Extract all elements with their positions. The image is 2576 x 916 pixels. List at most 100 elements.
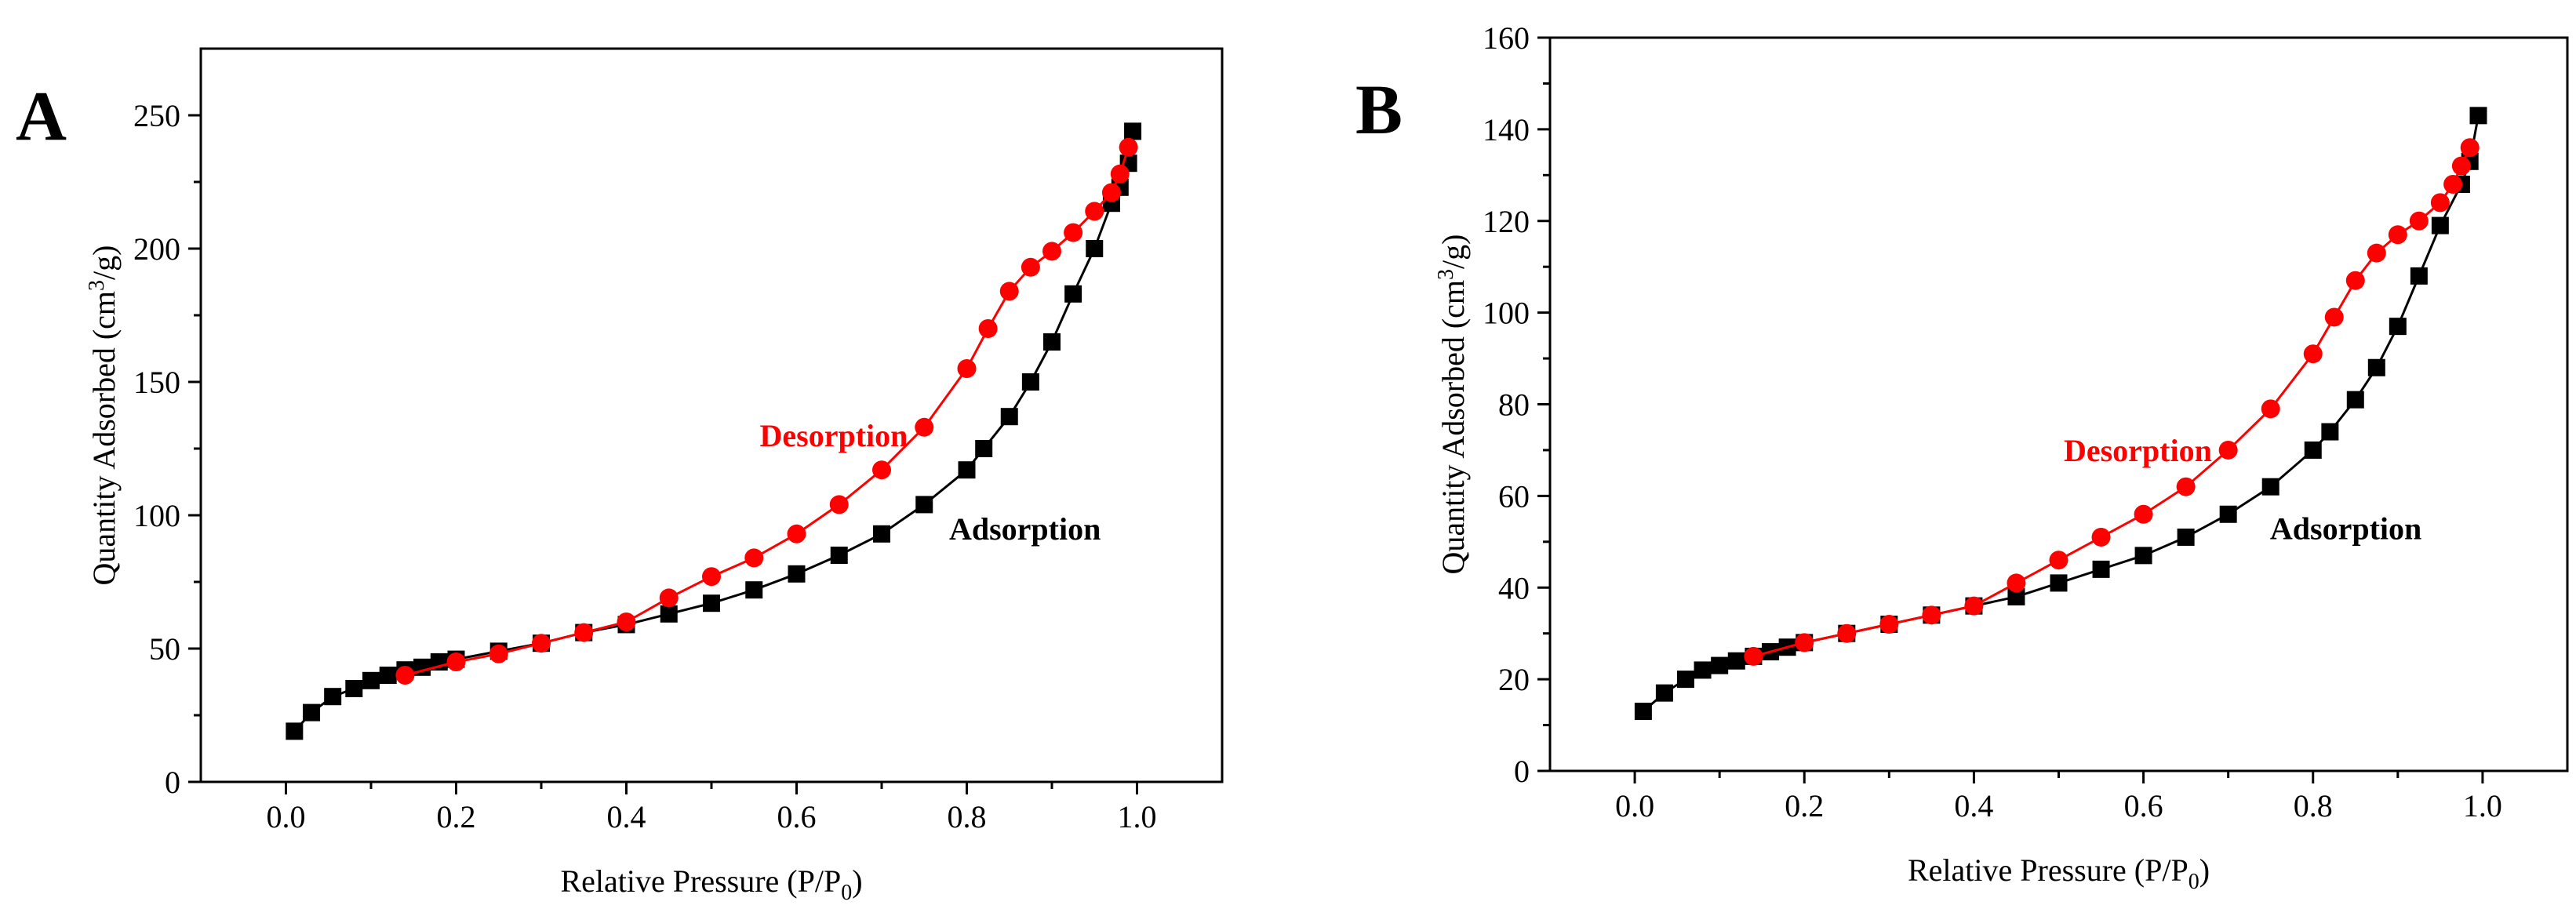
panel-b-desorption-label: Desorption bbox=[2064, 433, 2212, 468]
panel-a-adsorption-point bbox=[703, 594, 720, 612]
panel-b-y-tick-label: 160 bbox=[1483, 20, 1530, 56]
panel-a-desorption-point bbox=[744, 548, 764, 568]
panel-b-desorption-point bbox=[1922, 605, 1941, 625]
panel-b-x-tick-label: 0.0 bbox=[1615, 788, 1654, 823]
panel-b-adsorption-point bbox=[1727, 652, 1745, 670]
panel-a-y-tick-label: 200 bbox=[133, 231, 180, 267]
panel-b-adsorption-label: Adsorption bbox=[2270, 511, 2421, 546]
panel-a-adsorption-point bbox=[660, 605, 678, 623]
panel-a-adsorption-point bbox=[958, 461, 976, 479]
panel-b-desorption-point bbox=[2091, 527, 2111, 547]
panel-a-desorption-point bbox=[489, 644, 508, 663]
panel-b-adsorption-point bbox=[2389, 318, 2407, 336]
panel-b-adsorption-point bbox=[2177, 528, 2195, 546]
panel-a-adsorption-point bbox=[324, 688, 342, 706]
panel-a-desorption-point bbox=[702, 567, 721, 587]
panel-b-x-axis-title: Relative Pressure (P/P0) bbox=[1908, 852, 2210, 894]
panel-a-x-tick-label: 0.4 bbox=[607, 799, 646, 834]
panel-b-desorption-point bbox=[2388, 225, 2407, 245]
panel-a-desorption-point bbox=[978, 319, 998, 338]
panel-b-desorption-point bbox=[1879, 615, 1899, 634]
panel-a-x-tick-label: 0.6 bbox=[777, 799, 817, 834]
panel-b-adsorption-point bbox=[2050, 574, 2068, 592]
panel-a-desorption-label: Desorption bbox=[760, 418, 908, 453]
panel-b-x-tick-label: 0.4 bbox=[1954, 788, 1993, 823]
panel-b-y-tick-label: 80 bbox=[1498, 387, 1530, 423]
panel-a-y-tick-label: 0 bbox=[165, 765, 180, 800]
panel-b-desorption-point bbox=[2460, 138, 2480, 158]
panel-a-adsorption-point bbox=[1021, 373, 1039, 391]
panel-a-desorption-point bbox=[1085, 202, 1104, 221]
panel-a-chart: A 0.0 0.2 0.4 0.6 0.8 1.0 0 50 100 150 200 250 Relati… bbox=[16, 47, 1224, 905]
panel-a-x-tick-label: 0.0 bbox=[267, 799, 306, 834]
panel-b-x-tick-label: 1.0 bbox=[2463, 788, 2502, 823]
panel-a-desorption-point bbox=[1101, 183, 1121, 202]
panel-b-adsorption-point bbox=[2134, 547, 2152, 565]
panel-b-y-tick-label: 140 bbox=[1483, 112, 1530, 147]
panel-b-adsorption-point bbox=[2431, 216, 2449, 234]
panel-b-desorption-point bbox=[2007, 573, 2026, 593]
panel-a-adsorption-point bbox=[379, 667, 397, 684]
panel-b-desorption-point bbox=[2443, 175, 2463, 194]
panel-a-adsorption-point bbox=[788, 565, 806, 583]
panel-a-x-tick-label: 1.0 bbox=[1118, 799, 1157, 834]
panel-b-adsorption-point bbox=[2321, 423, 2339, 441]
panel-b-desorption-point bbox=[1795, 633, 1814, 652]
panel-a-adsorption-point bbox=[873, 525, 890, 543]
panel-a-adsorption-point bbox=[286, 722, 304, 740]
panel-a-desorption-point bbox=[1119, 137, 1138, 157]
panel-a-y-axis-title: Quantity Adsorbed (cm3/g) bbox=[85, 245, 122, 586]
panel-b-desorption-point bbox=[2261, 399, 2280, 419]
panel-a-adsorption-point bbox=[345, 680, 363, 697]
panel-b-y-axis-title: Quantity Adsorbed (cm3/g) bbox=[1434, 234, 1471, 575]
panel-b-adsorption-point bbox=[1634, 703, 1652, 721]
panel-b-desorption-point bbox=[2345, 271, 2365, 290]
panel-a-adsorption-point bbox=[1124, 122, 1142, 140]
panel-a-adsorption-label: Adsorption bbox=[949, 511, 1101, 547]
panel-a-adsorption-point bbox=[1000, 408, 1018, 426]
panel-a-desorption-line bbox=[405, 147, 1130, 677]
panel-a-desorption-point bbox=[659, 588, 679, 608]
panel-a-desorption-point bbox=[532, 634, 551, 653]
panel-a-adsorption-point bbox=[830, 547, 848, 564]
panel-b-desorption-point bbox=[2430, 193, 2450, 213]
panel-b-adsorption-point bbox=[2367, 358, 2385, 376]
panel-a-x-tick-label: 0.2 bbox=[437, 799, 476, 834]
panel-a-desorption-point bbox=[1064, 223, 1083, 242]
panel-a-desorption-point bbox=[395, 666, 415, 685]
panel-b-desorption-point bbox=[2218, 440, 2238, 460]
panel-a-plot-frame bbox=[199, 47, 1224, 783]
panel-a-desorption-point bbox=[829, 495, 849, 514]
panel-a-adsorption-point bbox=[303, 703, 321, 722]
panel-a-desorption-point bbox=[1110, 164, 1130, 184]
panel-b-y-tick-label: 100 bbox=[1483, 296, 1530, 331]
panel-b-letter: B bbox=[1355, 71, 1403, 149]
panel-a-adsorption-point bbox=[1086, 240, 1104, 257]
panel-b-desorption-point bbox=[2049, 551, 2068, 570]
panel-b-adsorption-point bbox=[1655, 684, 1673, 702]
panel-b-y-tick-label: 60 bbox=[1498, 478, 1530, 514]
panel-a-desorption-point bbox=[999, 282, 1019, 301]
panel-b-y-tick-label: 0 bbox=[1514, 754, 1530, 789]
panel-b-adsorption-point bbox=[2346, 391, 2364, 409]
panel-b-adsorption-point bbox=[2261, 478, 2279, 496]
panel-b-adsorption-point bbox=[2410, 267, 2428, 285]
panel-b-desorption-point bbox=[2451, 156, 2471, 176]
panel-a-adsorption-point bbox=[1043, 333, 1061, 351]
panel-b-y-tick-label: 120 bbox=[1483, 204, 1530, 239]
panel-b-adsorption-point bbox=[2469, 107, 2487, 125]
panel-b-adsorption-point bbox=[2092, 560, 2110, 578]
panel-b-desorption-point bbox=[2324, 307, 2344, 327]
panel-a-desorption-point bbox=[446, 652, 466, 671]
panel-a-adsorption-point bbox=[1064, 285, 1082, 303]
panel-a-adsorption-line bbox=[293, 131, 1134, 732]
panel-a-y-tick-label: 50 bbox=[149, 631, 180, 667]
panel-a-desorption-point bbox=[574, 623, 594, 642]
panel-a-adsorption-point bbox=[975, 440, 993, 457]
panel-b-desorption-point bbox=[2303, 344, 2323, 364]
panel-a-adsorption-point bbox=[745, 581, 763, 599]
panel-a-x-axis-title: Relative Pressure (P/P0) bbox=[560, 863, 862, 905]
panel-a-desorption-point bbox=[617, 612, 636, 631]
panel-b-desorption-point bbox=[2176, 477, 2196, 496]
panel-b-desorption-point bbox=[2367, 243, 2386, 263]
